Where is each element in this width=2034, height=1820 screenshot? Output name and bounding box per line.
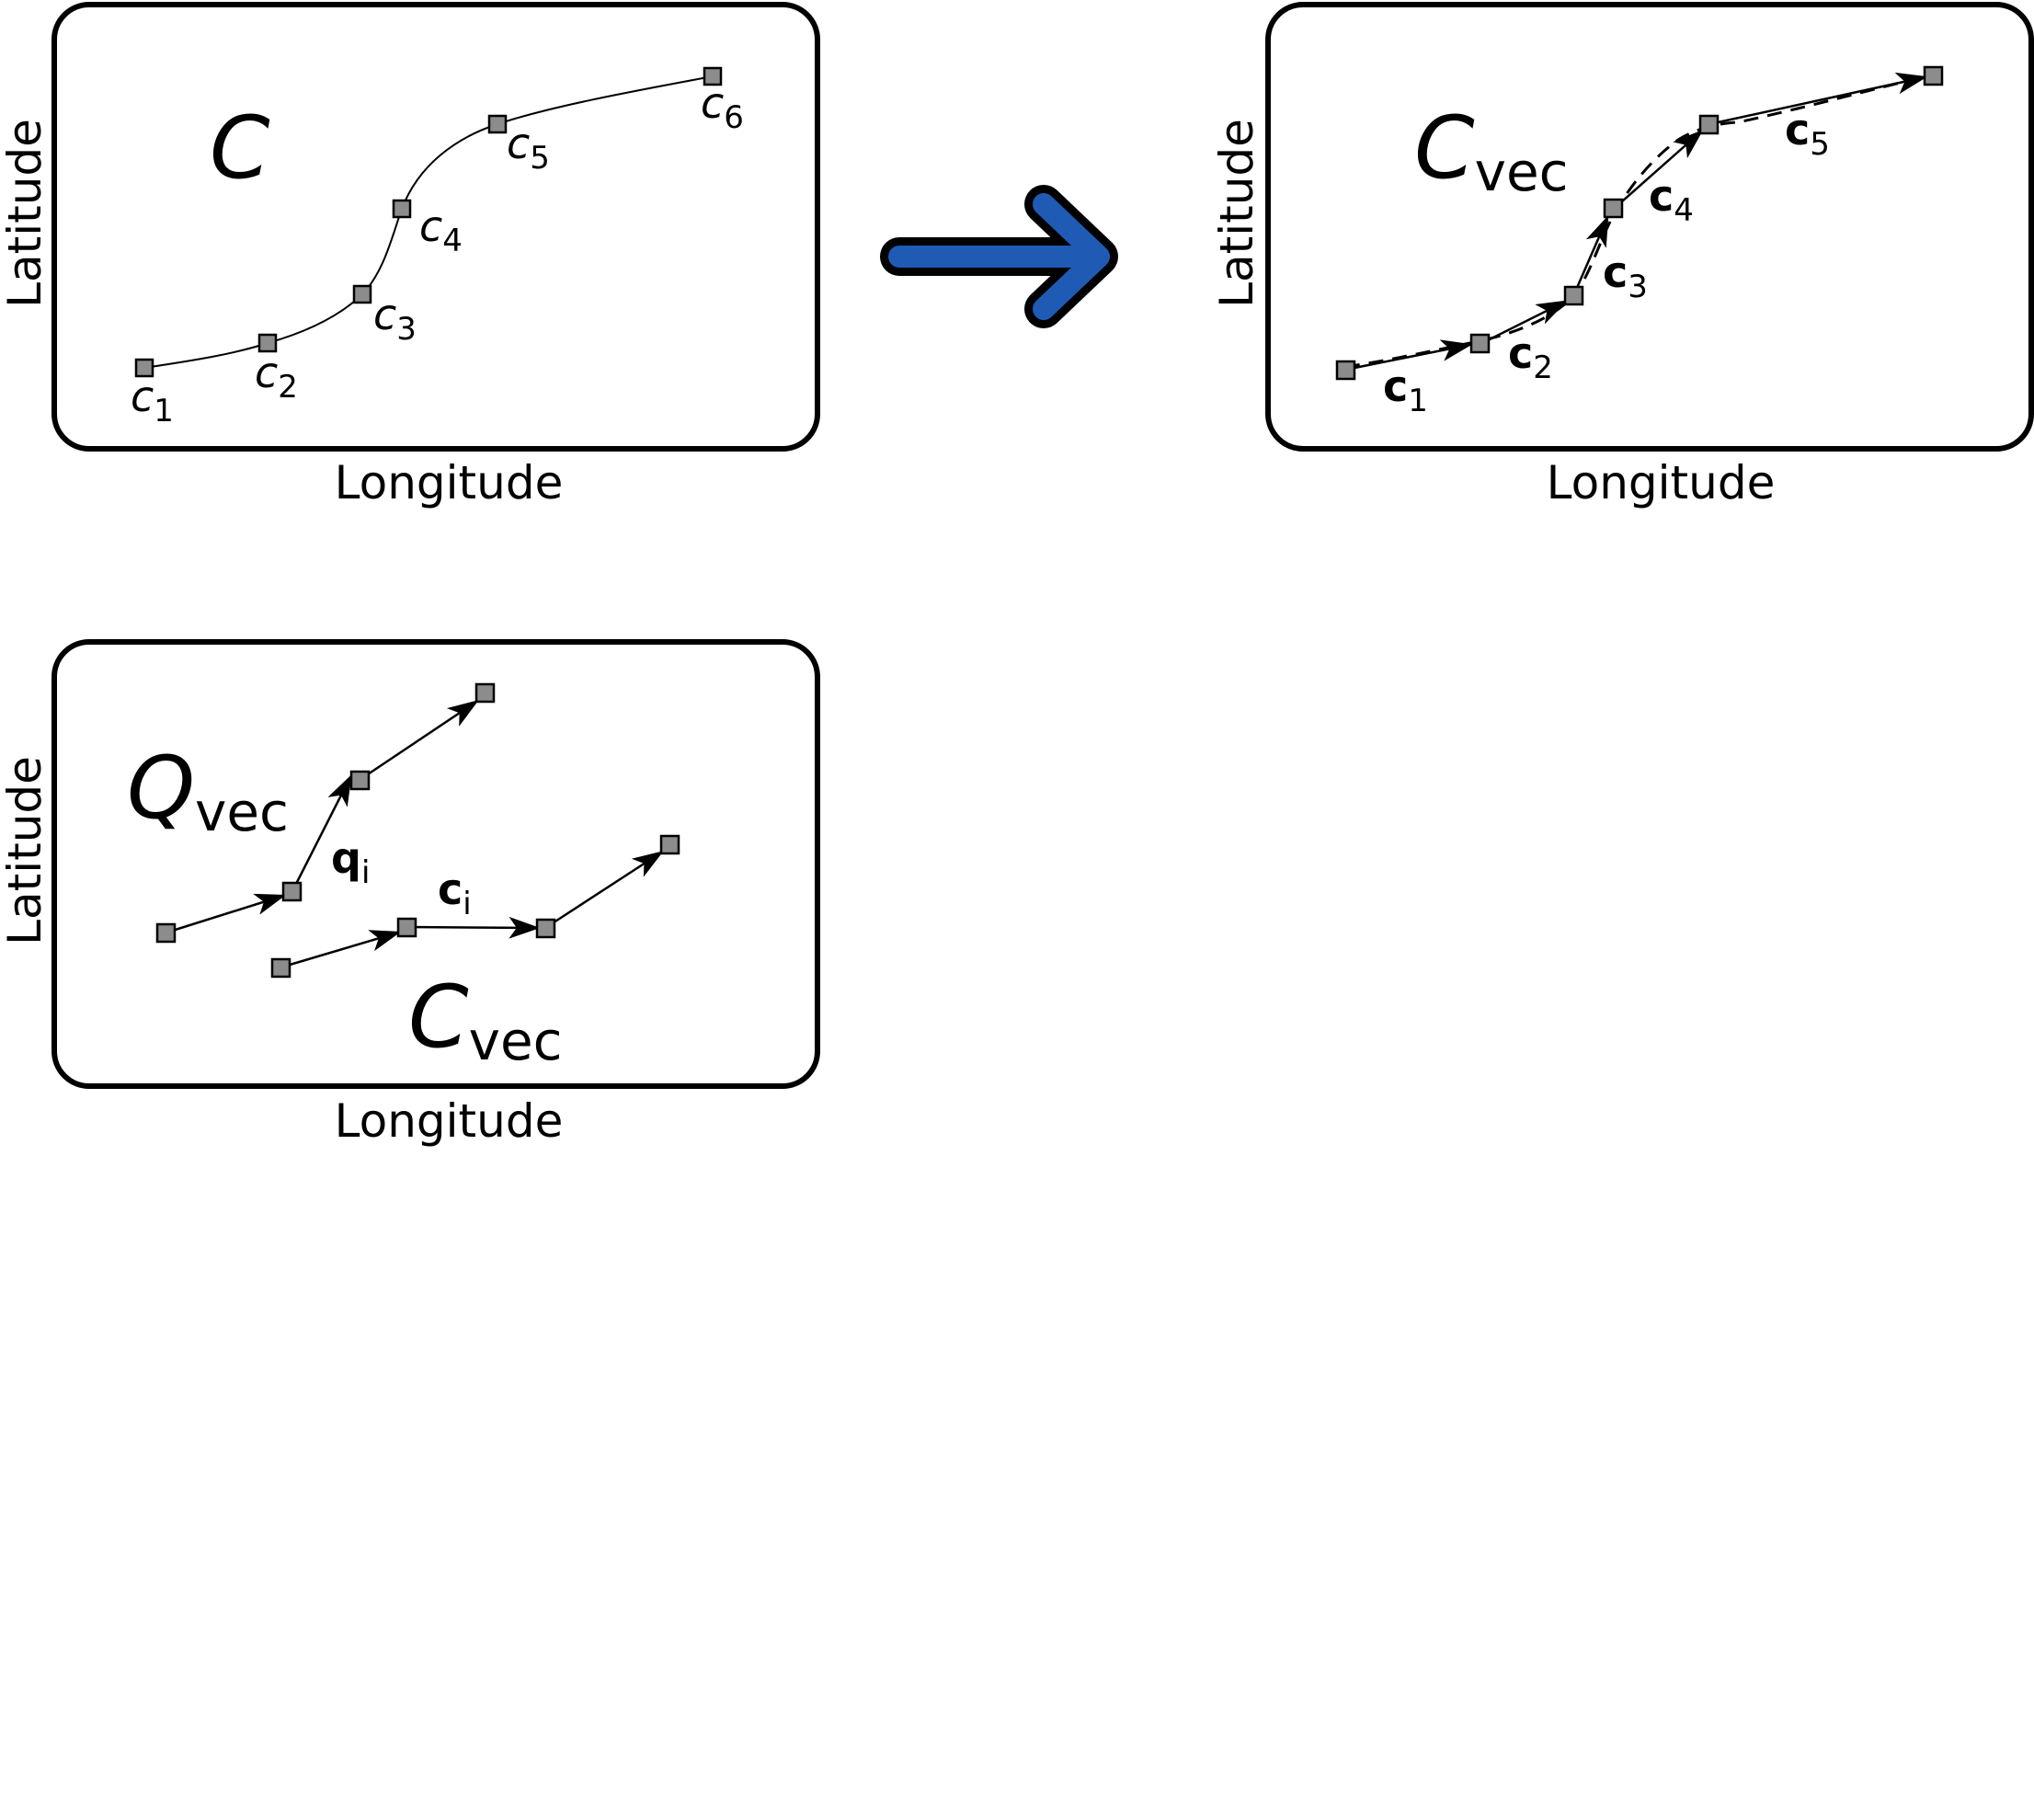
x-axis-label: Longitude [335, 456, 564, 509]
point-label: c6 [701, 78, 744, 136]
trajectory-point [352, 284, 372, 304]
trajectory-point [487, 114, 508, 134]
x-axis-label: Longitude [335, 1094, 564, 1148]
candidate-vector [406, 916, 541, 939]
panel-frame [51, 2, 820, 452]
y-axis-label: Latitude [1210, 119, 1263, 308]
point-label: c5 [507, 119, 550, 177]
y-axis-label: Latitude [0, 756, 51, 945]
trajectory-point [1335, 360, 1356, 381]
trajectory-point [257, 333, 278, 353]
panel-vectorized-trajectory: Longitude Latitude c1 c2 c3 c4 c5 Cvec [1210, 2, 2034, 509]
panel-frame [1265, 2, 2034, 452]
trajectory-vector [1613, 129, 1704, 210]
point-label: c4 [419, 201, 463, 259]
vector-label: c5 [1785, 105, 1830, 163]
query-point [155, 922, 177, 944]
trajectory-vector [1480, 300, 1569, 346]
candidate-point [535, 918, 556, 939]
trajectory-title: C [210, 98, 270, 199]
y-axis-label: Latitude [0, 119, 51, 308]
candidate-trajectory-title: Cvec [408, 967, 563, 1072]
trajectory-vector [1708, 72, 1928, 126]
point-label: c3 [373, 290, 417, 348]
candidate-point [659, 834, 680, 855]
candidate-point [396, 917, 417, 938]
candidate-vector [280, 930, 402, 969]
panel-raw-trajectory: Longitude Latitude c1 c2 c3 c4 c5 c6 C [0, 2, 820, 509]
panel-query-comparison: Longitude Latitude qi ci Qvec Cvec [0, 639, 820, 1148]
trajectory-point [1469, 333, 1491, 354]
query-point [349, 770, 371, 791]
vector-label: c1 [1383, 361, 1428, 419]
point-label: c1 [131, 372, 174, 429]
trajectory-point [134, 358, 154, 378]
vector-label: c2 [1508, 328, 1553, 386]
query-point [281, 881, 303, 902]
trajectory-point [1698, 114, 1720, 135]
candidate-vector-label: ci [438, 864, 472, 922]
query-vector-label: qi [331, 833, 370, 891]
x-axis-label: Longitude [1547, 456, 1776, 509]
trajectory-point [1923, 65, 1944, 86]
query-vector [166, 893, 287, 934]
query-trajectory-title: Qvec [127, 738, 289, 843]
candidate-point [270, 957, 291, 979]
trajectory-point [1603, 198, 1624, 219]
vector-label: c4 [1649, 171, 1694, 229]
panel-frame [51, 639, 820, 1089]
vector-label: c3 [1603, 247, 1648, 305]
trajectory-point [392, 199, 412, 219]
query-vector [291, 773, 352, 892]
right-arrow-icon [880, 185, 1118, 328]
point-label: c2 [255, 348, 298, 406]
query-point [474, 682, 496, 704]
candidate-vector [544, 851, 664, 930]
vectorized-trajectory-title: Cvec [1414, 98, 1569, 203]
trajectory-point [1563, 285, 1584, 306]
trajectory-vector [1571, 214, 1609, 297]
trajectory-point [703, 66, 723, 86]
query-vector [359, 700, 479, 782]
trajectory-vector [1344, 339, 1473, 372]
